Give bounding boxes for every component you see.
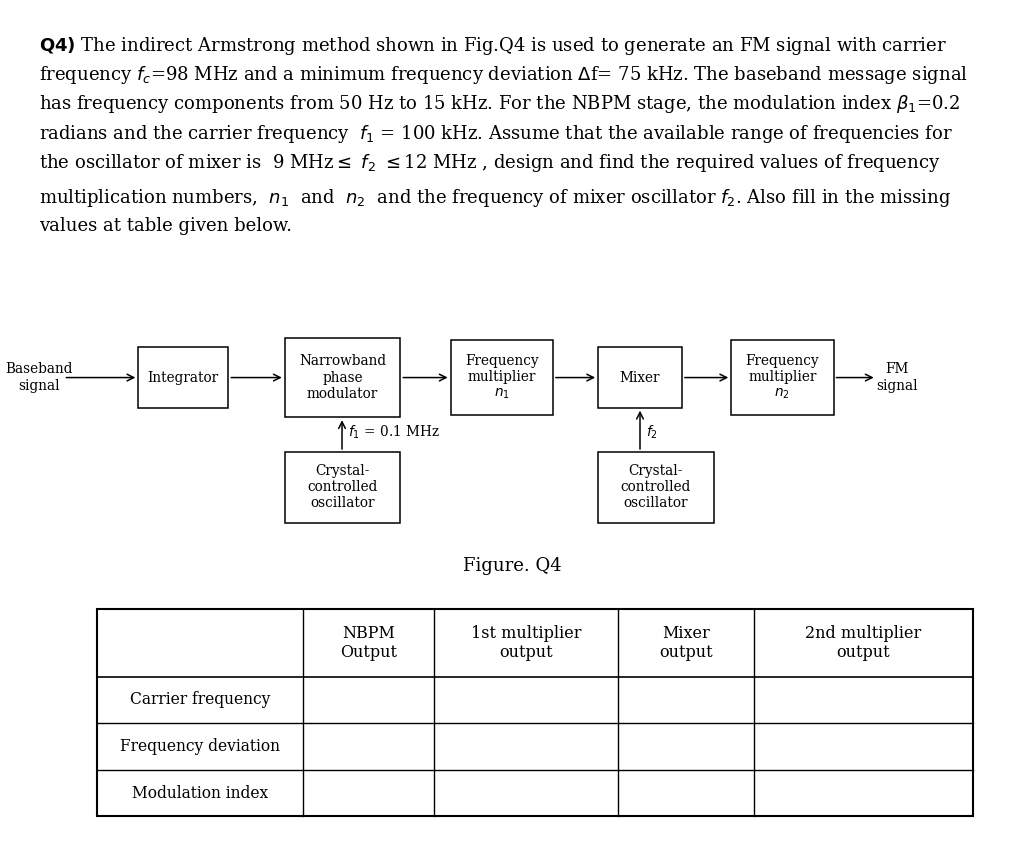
Bar — [138, 347, 228, 408]
Bar — [97, 609, 973, 816]
Text: Baseband
signal: Baseband signal — [5, 363, 73, 392]
Text: Frequency deviation: Frequency deviation — [120, 738, 281, 755]
Text: values at table given below.: values at table given below. — [39, 217, 292, 235]
Text: Carrier frequency: Carrier frequency — [130, 691, 270, 708]
Text: Crystal-
controlled
oscillator: Crystal- controlled oscillator — [307, 464, 378, 511]
Text: Integrator: Integrator — [147, 371, 219, 384]
Text: $f_1$ = 0.1 MHz: $f_1$ = 0.1 MHz — [348, 423, 440, 441]
Text: 1st multiplier
output: 1st multiplier output — [471, 625, 582, 661]
Text: radians and the carrier frequency  $f_1$ = 100 kHz. Assume that the available ra: radians and the carrier frequency $f_1$ … — [39, 123, 953, 144]
Text: Frequency
multiplier
$n_2$: Frequency multiplier $n_2$ — [745, 353, 819, 402]
Text: Modulation index: Modulation index — [132, 785, 268, 802]
Text: has frequency components from 50 Hz to 15 kHz. For the NBPM stage, the modulatio: has frequency components from 50 Hz to 1… — [39, 93, 959, 115]
Bar — [285, 452, 400, 523]
Bar — [285, 338, 400, 417]
Text: the oscillator of mixer is  9 MHz$\leq$ $f_2$ $\leq$12 MHz , design and find the: the oscillator of mixer is 9 MHz$\leq$ $… — [39, 152, 940, 174]
Bar — [731, 340, 834, 415]
Text: Mixer
output: Mixer output — [659, 625, 713, 661]
Text: Crystal-
controlled
oscillator: Crystal- controlled oscillator — [621, 464, 691, 511]
Text: Mixer: Mixer — [620, 371, 660, 384]
Text: FM
signal: FM signal — [877, 363, 918, 392]
Text: multiplication numbers,  $n_1$  and  $n_2$  and the frequency of mixer oscillato: multiplication numbers, $n_1$ and $n_2$ … — [39, 187, 951, 209]
Text: frequency $f_c$=98 MHz and a minimum frequency deviation $\Delta$f= 75 kHz. The : frequency $f_c$=98 MHz and a minimum fre… — [39, 64, 968, 86]
Text: NBPM
Output: NBPM Output — [340, 625, 397, 661]
Text: Frequency
multiplier
$n_1$: Frequency multiplier $n_1$ — [465, 353, 539, 402]
Bar — [451, 340, 553, 415]
Text: Narrowband
phase
modulator: Narrowband phase modulator — [299, 354, 386, 401]
Text: Figure. Q4: Figure. Q4 — [463, 557, 561, 575]
Bar — [598, 452, 714, 523]
Bar — [598, 347, 682, 408]
Text: $\mathbf{Q4)}$ The indirect Armstrong method shown in Fig.Q4 is used to generate: $\mathbf{Q4)}$ The indirect Armstrong me… — [39, 35, 947, 56]
Text: $f_2$: $f_2$ — [646, 423, 658, 441]
Text: 2nd multiplier
output: 2nd multiplier output — [805, 625, 922, 661]
